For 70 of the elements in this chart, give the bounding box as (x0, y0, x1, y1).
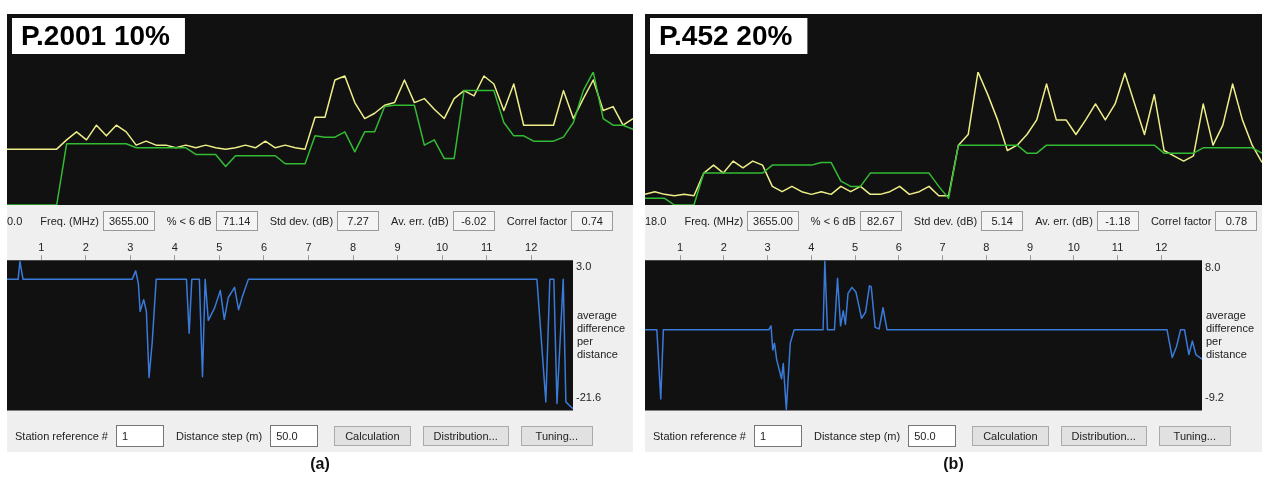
y-axis-title: average difference per distance (1206, 308, 1255, 360)
text: Std dev. (dB) (269, 215, 334, 227)
x-tick-label: 11 (480, 240, 493, 253)
x-tick-label: 11 (1111, 240, 1124, 253)
x-tick-label: 6 (895, 240, 902, 253)
text: Correl factor (506, 215, 568, 227)
text: % < 6 dB (166, 215, 212, 227)
value-field: -6.02 (452, 211, 495, 231)
button: Calculation (972, 426, 1049, 446)
button: Tuning... (520, 426, 593, 446)
y-tick-label: -9.2 (1205, 390, 1224, 403)
x-tick-label: 12 (525, 240, 538, 253)
text: (b) (942, 455, 965, 473)
text: Freq. (MHz) (40, 215, 99, 227)
y-axis-title: average difference per distance (577, 308, 626, 360)
x-tick-label: 3 (764, 240, 771, 253)
x-tick-label: 5 (851, 240, 859, 253)
x-tick-label: 2 (82, 240, 89, 253)
button: Distribution... (1060, 426, 1147, 446)
value-field: 0.78 (1215, 211, 1258, 231)
x-tick-label: 12 (1155, 240, 1168, 253)
x-tick-label: 1 (676, 240, 684, 253)
chart-title: P.452 20% (659, 19, 793, 51)
value-field: 3655.00 (747, 211, 799, 231)
x-tick-label: 3 (127, 240, 134, 253)
x-tick-label: 1 (38, 240, 45, 253)
y-tick-label: 3.0 (576, 260, 592, 273)
value-field: 7.27 (337, 211, 380, 231)
x-tick-label: 9 (1026, 240, 1034, 253)
x-tick-label: 4 (171, 240, 178, 253)
x-tick-label: 4 (808, 240, 815, 253)
x-tick-label: 7 (939, 240, 946, 253)
chart-title: P.2001 10% (21, 19, 171, 51)
text: Station reference # (15, 430, 108, 442)
x-tick-label: 8 (983, 240, 990, 253)
value-field: -1.18 (1096, 211, 1139, 231)
text: Correl factor (1150, 215, 1212, 227)
text: 0.0 (7, 215, 23, 227)
text-field: 50.0 (908, 425, 957, 447)
text: Av. err. (dB) (391, 215, 449, 227)
value-field: 3655.00 (102, 211, 155, 231)
y-tick-label: -21.6 (576, 391, 602, 404)
value-field: 0.74 (571, 211, 614, 231)
text-field: 1 (115, 425, 164, 447)
y-tick-label: 8.0 (1205, 260, 1221, 273)
text: Distance step (m) (175, 430, 263, 442)
x-tick-label: 10 (435, 240, 449, 253)
button: Distribution... (422, 426, 509, 446)
x-tick-label: 2 (720, 240, 727, 253)
text: Freq. (MHz) (684, 215, 744, 227)
x-tick-label: 5 (216, 240, 223, 253)
value-field: 5.14 (981, 211, 1024, 231)
text: Av. err. (dB) (1035, 215, 1093, 227)
x-tick-label: 6 (260, 240, 268, 253)
text: (a) (309, 455, 331, 473)
text: % < 6 dB (810, 215, 856, 227)
value-field: 82.67 (859, 211, 902, 231)
button: Tuning... (1158, 426, 1231, 446)
text: Std dev. (dB) (913, 215, 978, 227)
text: Distance step (m) (813, 430, 901, 442)
x-tick-label: 9 (394, 240, 401, 253)
text: Station reference # (653, 430, 746, 442)
x-tick-label: 8 (349, 240, 357, 253)
x-tick-label: 7 (305, 240, 312, 253)
x-tick-label: 10 (1067, 240, 1080, 253)
text: 18.0 (645, 215, 667, 227)
text-field: 50.0 (270, 425, 319, 447)
button: Calculation (334, 426, 411, 446)
text-field: 1 (753, 425, 802, 447)
value-field: 71.14 (215, 211, 258, 231)
